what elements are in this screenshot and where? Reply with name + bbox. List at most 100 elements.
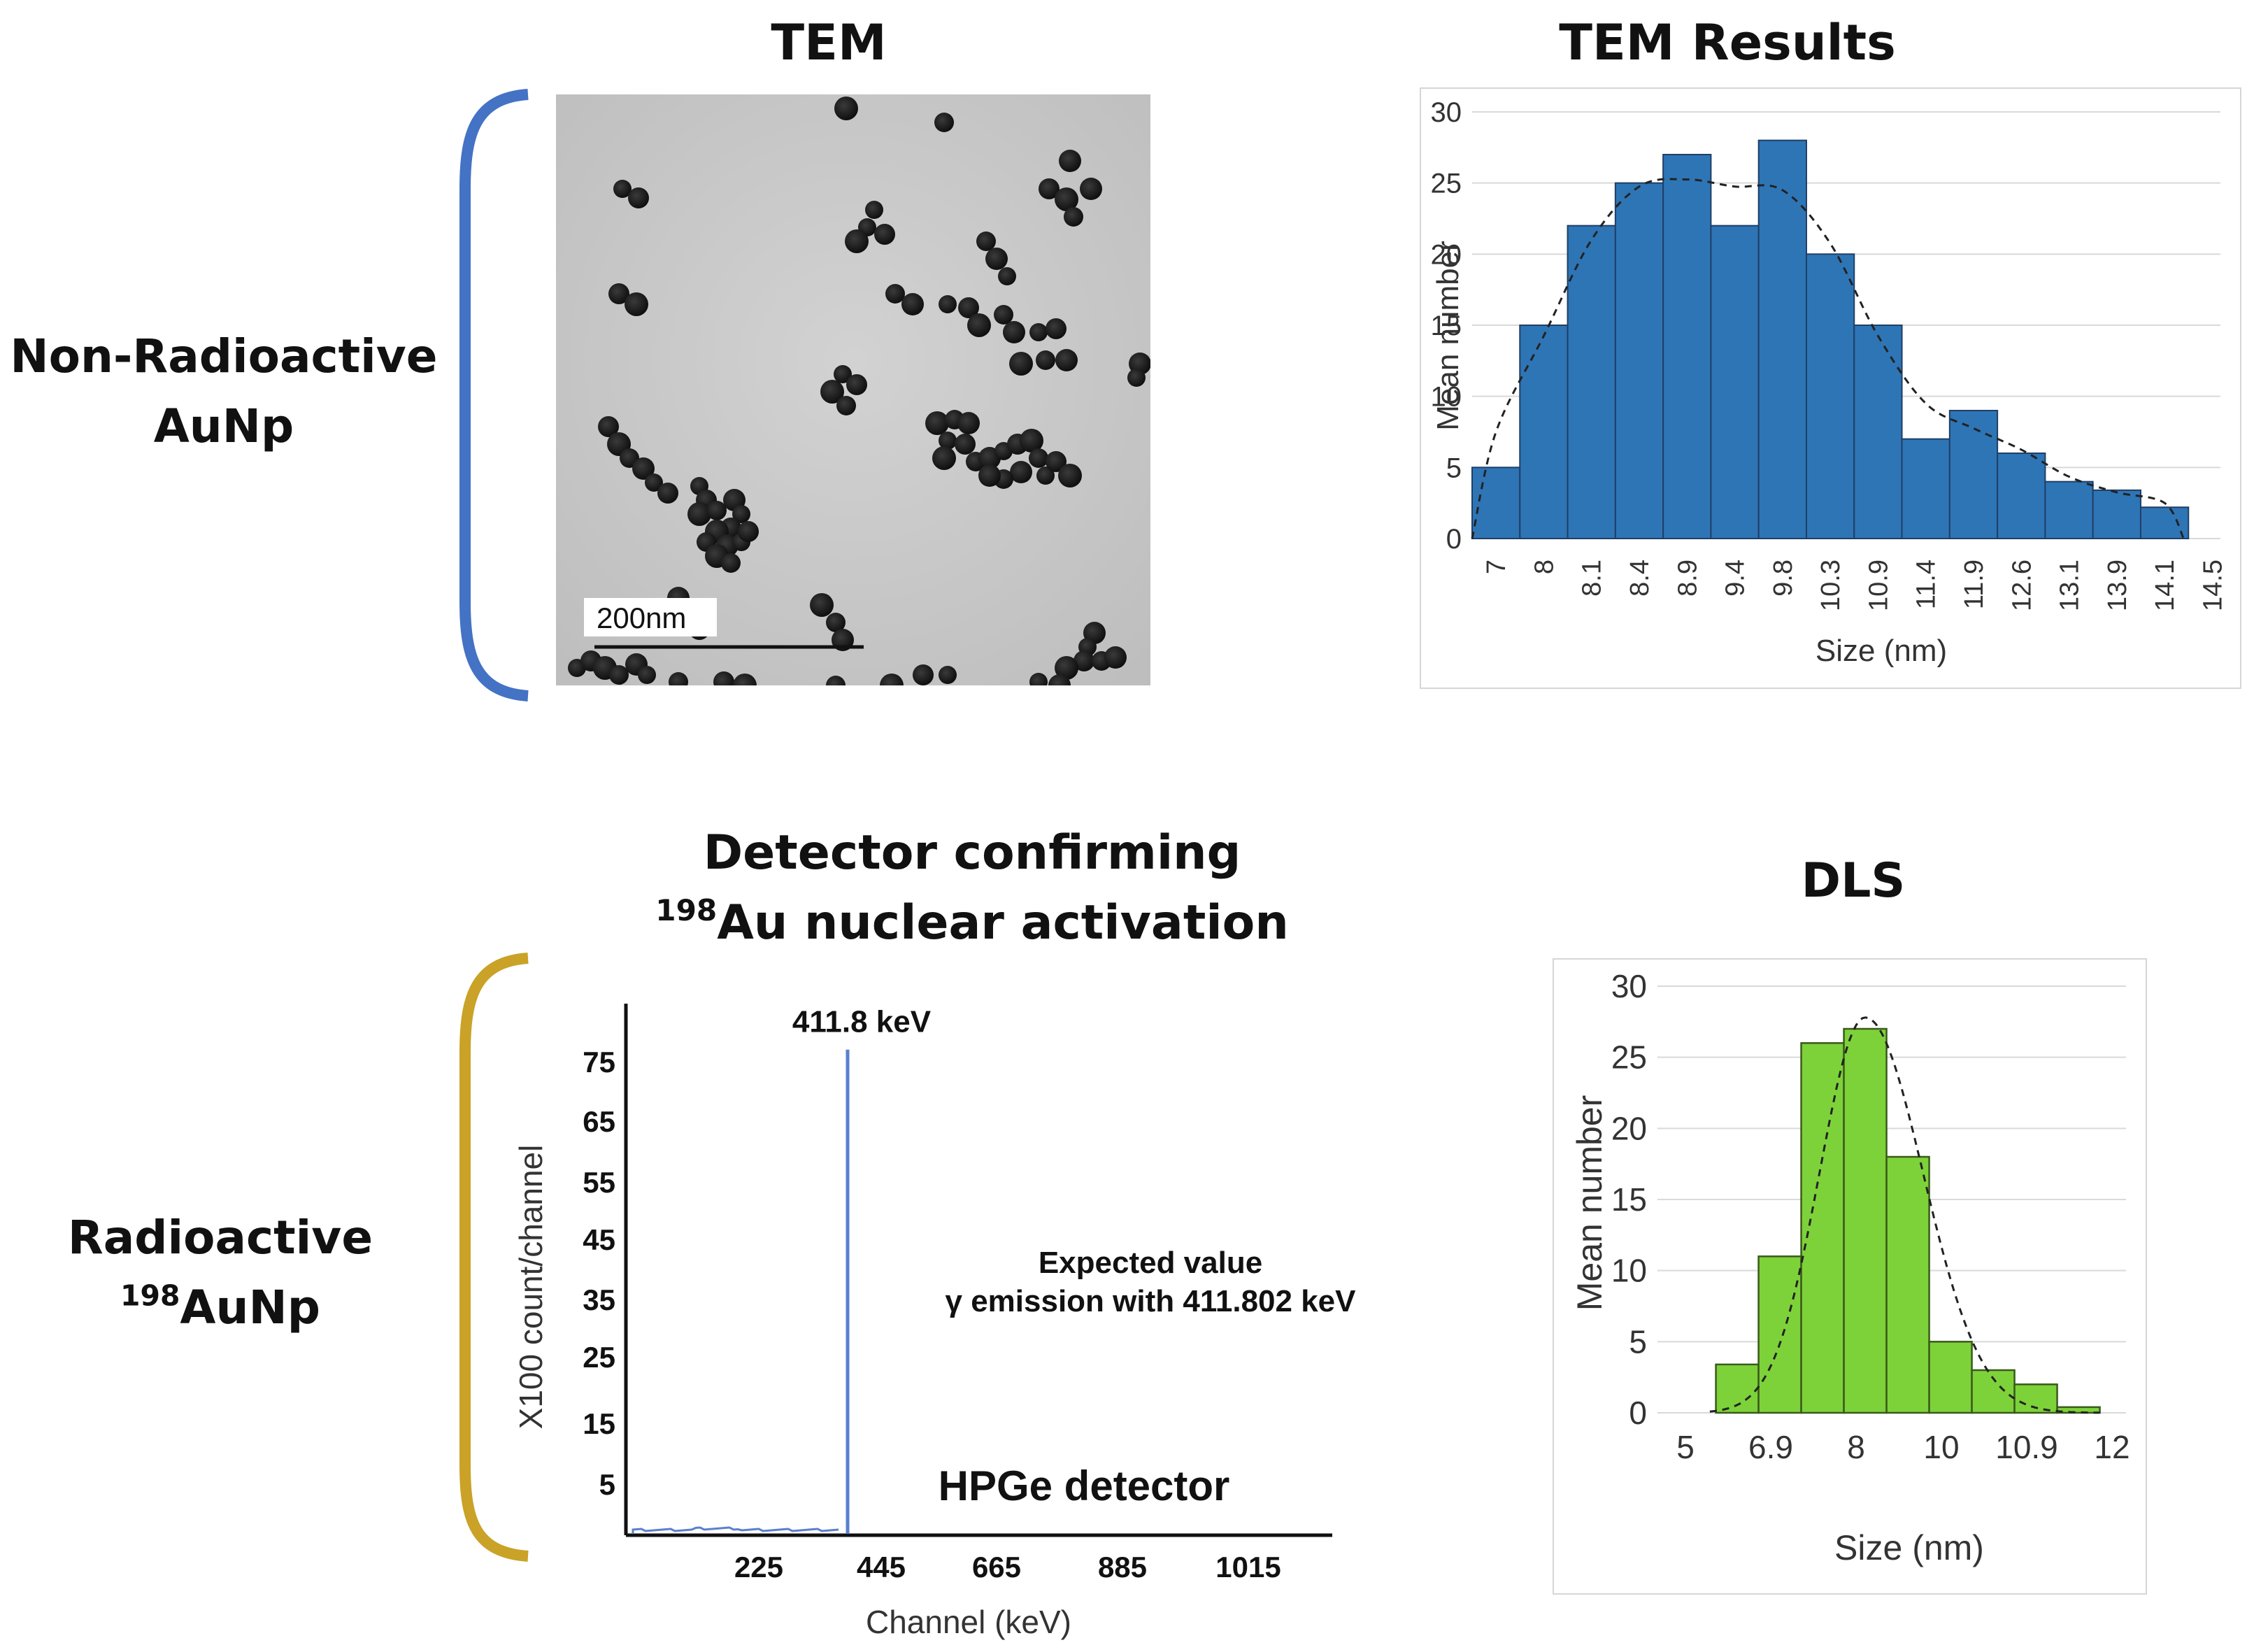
spectrum-y-tick-label: 65 <box>583 1105 615 1138</box>
tem-heading: TEM <box>771 14 887 71</box>
nanoparticle <box>669 672 688 685</box>
nanoparticle <box>598 416 619 437</box>
expected-value-label: Expected value <box>1039 1246 1262 1280</box>
tem-bar <box>2092 489 2141 539</box>
nanoparticle <box>939 432 957 450</box>
tem-bar <box>2044 480 2094 540</box>
nanoparticle <box>1055 656 1078 680</box>
nanoparticle <box>976 232 996 251</box>
nanoparticle <box>834 365 852 383</box>
tem-bar <box>1662 154 1712 539</box>
detector-heading-line1: Detector confirming <box>703 825 1241 881</box>
dls-bar <box>1843 1027 1888 1414</box>
nanoparticle <box>1003 321 1025 343</box>
dls-x-tick-label: 12 <box>2094 1429 2130 1465</box>
nanoparticle <box>707 501 727 520</box>
hpge-spectrum-chart: 5 15 25 35 45 55 65 75 225 445 665 885 1015 411.8 k… <box>513 1004 1357 1640</box>
nanoparticle <box>645 473 663 492</box>
nanoparticle <box>932 446 956 470</box>
nanoparticle <box>1127 369 1146 387</box>
nanoparticle <box>967 313 991 337</box>
tem-bar <box>1997 453 2046 539</box>
spectrum-baseline <box>632 1526 839 1533</box>
nanoparticle <box>957 412 980 434</box>
spectrum-y-tick-label: 25 <box>583 1341 615 1374</box>
gamma-emission-label: γ emission with 411.802 keV <box>946 1284 1357 1318</box>
nanoparticle <box>628 187 649 208</box>
nanoparticle <box>939 666 957 684</box>
dls-bar <box>1885 1155 1930 1414</box>
dls-x-tick-label: 10.9 <box>1995 1429 2058 1465</box>
nanoparticle <box>1036 350 1055 370</box>
dls-bar <box>1800 1042 1845 1414</box>
nanoparticle <box>846 374 867 395</box>
dls-fit-curve <box>1709 1016 2100 1414</box>
radioactive-label: Radioactive 198AuNp <box>0 1203 441 1343</box>
dls-y-tick-label: 15 <box>1611 1181 1647 1218</box>
tem-x-tick-label: 8.4 <box>1625 560 1655 597</box>
nanoparticle <box>1104 646 1127 669</box>
non-radioactive-bracket <box>459 89 529 702</box>
tem-y-tick-label: 15 <box>1431 311 1462 341</box>
tem-x-tick-label: 8 <box>1529 560 1559 574</box>
tem-x-tick-label: 13.1 <box>2055 560 2085 611</box>
tem-x-tick-label: 7 <box>1482 560 1511 574</box>
dls-bar <box>1757 1255 1802 1414</box>
tem-x-tick-label: 14.5 <box>2198 560 2227 611</box>
nanoparticle <box>913 664 934 685</box>
nanoparticle <box>721 553 741 573</box>
dls-y-tick-label: 20 <box>1611 1110 1647 1146</box>
non-radioactive-label: Non-Radioactive AuNp <box>0 322 448 462</box>
nanoparticle <box>1055 187 1078 211</box>
spectrum-x-tick-label: 445 <box>857 1551 906 1583</box>
nanoparticle <box>625 292 648 316</box>
tem-x-tick-label: 14.1 <box>2150 560 2180 611</box>
spectrum-x-axis-label: Channel (keV) <box>866 1604 1071 1640</box>
tem-x-tick-label: 9.4 <box>1721 560 1750 597</box>
spectrum-y-tick-label: 5 <box>599 1468 615 1501</box>
tem-y-tick-label: 10 <box>1431 382 1462 413</box>
spectrum-x-tick-label: 665 <box>972 1551 1021 1583</box>
spectrum-y-tick-label: 15 <box>583 1407 615 1440</box>
tem-results-chart: 0 5 10 15 20 25 30 7 8 8.1 8.4 8.9 9.4 9.8 10.3 10.9 11… <box>1431 97 2228 668</box>
nanoparticle <box>1055 349 1078 371</box>
dls-y-tick-label: 30 <box>1611 968 1647 1004</box>
tem-particles <box>568 97 1150 685</box>
nanoparticle <box>826 613 846 632</box>
nanoparticle <box>1036 467 1055 485</box>
tem-y-tick-label: 20 <box>1431 239 1462 270</box>
scale-bar-box <box>584 598 717 636</box>
nanoparticle <box>934 113 954 132</box>
spectrum-x-tick-label: 885 <box>1098 1551 1147 1583</box>
nanoparticle <box>1064 207 1083 227</box>
scale-bar-label: 200nm <box>597 601 686 634</box>
nanoparticle <box>1020 429 1043 453</box>
tem-y-tick-label: 30 <box>1431 97 1462 128</box>
nanoparticle <box>638 666 656 684</box>
peak-label: 411.8 keV <box>792 1005 932 1039</box>
nanoparticle <box>1080 178 1102 200</box>
nanoparticle <box>738 521 759 542</box>
non-radioactive-line2: AuNp <box>153 399 294 453</box>
nanoparticle <box>1029 673 1048 685</box>
dls-x-tick-label: 8 <box>1847 1429 1865 1465</box>
tem-x-tick-label: 8.1 <box>1578 560 1607 597</box>
nanoparticle <box>1009 352 1033 376</box>
nanoparticle <box>865 201 883 219</box>
nanoparticle <box>998 267 1016 285</box>
tem-x-tick-label: 10.3 <box>1816 560 1846 611</box>
detector-heading-line2: 198Au nuclear activation <box>608 895 1336 950</box>
spectrum-y-tick-label: 45 <box>583 1223 615 1256</box>
tem-x-tick-label: 9.8 <box>1769 560 1798 597</box>
nanoparticle <box>657 483 678 504</box>
nanoparticle <box>687 502 711 526</box>
tem-y-tick-label: 0 <box>1446 524 1462 555</box>
radioactive-line1: Radioactive <box>67 1211 373 1265</box>
nanoparticle <box>955 434 976 455</box>
nanoparticle <box>880 674 904 685</box>
tem-bar <box>1901 438 1950 539</box>
spectrum-y-tick-label: 35 <box>583 1283 615 1316</box>
nanoparticle <box>925 411 949 435</box>
nanoparticle <box>609 665 629 685</box>
